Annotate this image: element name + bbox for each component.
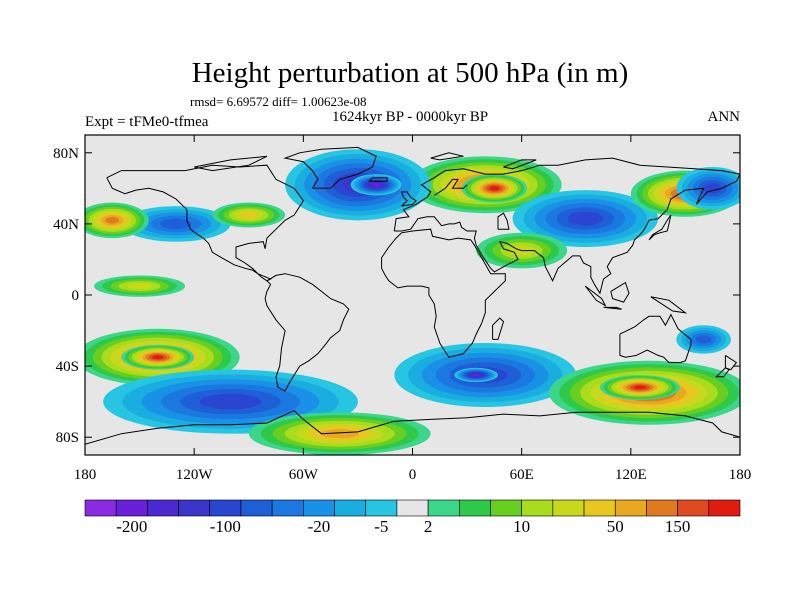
coastline	[434, 178, 468, 196]
colorbar-label: 10	[513, 517, 530, 536]
colorbar-label: -20	[308, 517, 331, 536]
colorbar-swatch	[303, 499, 335, 517]
coastline	[603, 306, 622, 310]
coastline	[724, 354, 738, 371]
colorbar-label: -200	[116, 517, 147, 536]
colorbar-swatch	[490, 499, 522, 517]
x-tick-label: 180	[729, 467, 752, 483]
colorbar-swatch	[708, 499, 741, 517]
coastline	[715, 367, 730, 378]
y-tick-label: 40N	[53, 217, 79, 233]
field-contour	[695, 335, 712, 344]
colorbar-swatch	[646, 499, 678, 517]
coastline	[264, 273, 350, 392]
coastline	[368, 177, 388, 182]
height-field	[85, 149, 740, 455]
season-label: ANN	[708, 109, 741, 125]
colorbar-swatch	[147, 499, 179, 517]
field-contour	[320, 429, 359, 439]
field-contour	[239, 211, 258, 219]
coastlines	[85, 146, 740, 445]
x-tick-label: 0	[409, 467, 417, 483]
colorbar-swatch	[365, 499, 398, 517]
field-contour	[703, 183, 722, 194]
colorbar-swatch	[677, 499, 710, 517]
y-tick-label: 80N	[53, 146, 79, 162]
period-label: 1624kyr BP - 0000kyr BP	[332, 109, 488, 125]
field-contour	[633, 385, 646, 390]
x-tick-label: 180	[74, 467, 97, 483]
coastline	[106, 164, 304, 282]
colorbar-swatch	[427, 499, 460, 517]
x-tick-label: 60W	[289, 467, 319, 483]
colorbar-swatch	[84, 499, 117, 517]
colorbar	[84, 499, 741, 517]
colorbar-swatch	[334, 499, 367, 517]
colorbar-swatch	[209, 499, 242, 517]
field-contour	[160, 218, 192, 229]
experiment-label: Expt = tFMe0-tfmea	[85, 114, 209, 130]
coastline	[400, 191, 417, 207]
coastline	[497, 212, 510, 230]
colorbar-label: -5	[374, 517, 388, 536]
coastline	[503, 159, 537, 170]
colorbar-label: 150	[665, 517, 691, 536]
colorbar-swatch	[521, 499, 554, 517]
coastline	[381, 228, 506, 358]
y-tick-label: 40S	[56, 359, 79, 375]
colorbar-swatch	[240, 499, 273, 517]
coastline	[650, 296, 688, 314]
chart-title: Height perturbation at 500 hPa (in m)	[192, 57, 629, 89]
coastline	[85, 410, 740, 445]
colorbar-label: 50	[607, 517, 624, 536]
colorbar-swatch	[614, 499, 647, 517]
field-contour	[371, 183, 381, 187]
coastline	[619, 313, 692, 364]
y-axis: 80N 40N 0 40S 80S	[53, 146, 740, 446]
colorbar-labels: -200 -100 -20 -5 2 10 50 150	[116, 517, 690, 536]
y-tick-label: 80S	[56, 430, 79, 446]
x-tick-label: 60E	[510, 467, 534, 483]
field-contour	[472, 373, 480, 377]
coastline	[648, 214, 672, 241]
x-axis: 180 120W 60W 0 60E 120E 180	[74, 135, 752, 483]
coastline	[610, 281, 630, 303]
coastline	[194, 155, 268, 172]
field-contour	[152, 355, 164, 360]
colorbar-swatch	[178, 499, 211, 517]
x-tick-label: 120E	[615, 467, 647, 483]
map-panel	[85, 135, 740, 455]
colorbar-label: 2	[424, 517, 433, 536]
colorbar-swatch	[271, 499, 304, 517]
colorbar-swatch	[583, 499, 616, 517]
coastline	[492, 317, 505, 340]
coastline	[430, 152, 464, 161]
colorbar-swatch	[396, 499, 429, 517]
coastline	[584, 285, 607, 308]
coastline	[283, 146, 377, 189]
field-contour	[105, 217, 120, 224]
colorbar-label: -100	[210, 517, 241, 536]
field-contour	[567, 211, 603, 226]
field-contour	[489, 186, 500, 191]
y-tick-label: 0	[72, 288, 80, 304]
colorbar-swatch	[115, 499, 148, 517]
stats-line: rmsd= 6.69572 diff= 1.00623e-08	[190, 94, 367, 109]
colorbar-swatch	[552, 499, 585, 517]
coastline	[393, 157, 740, 295]
x-tick-label: 120W	[176, 467, 214, 483]
field-contour	[199, 393, 262, 410]
field-contour	[126, 283, 153, 290]
colorbar-swatch	[458, 499, 491, 517]
